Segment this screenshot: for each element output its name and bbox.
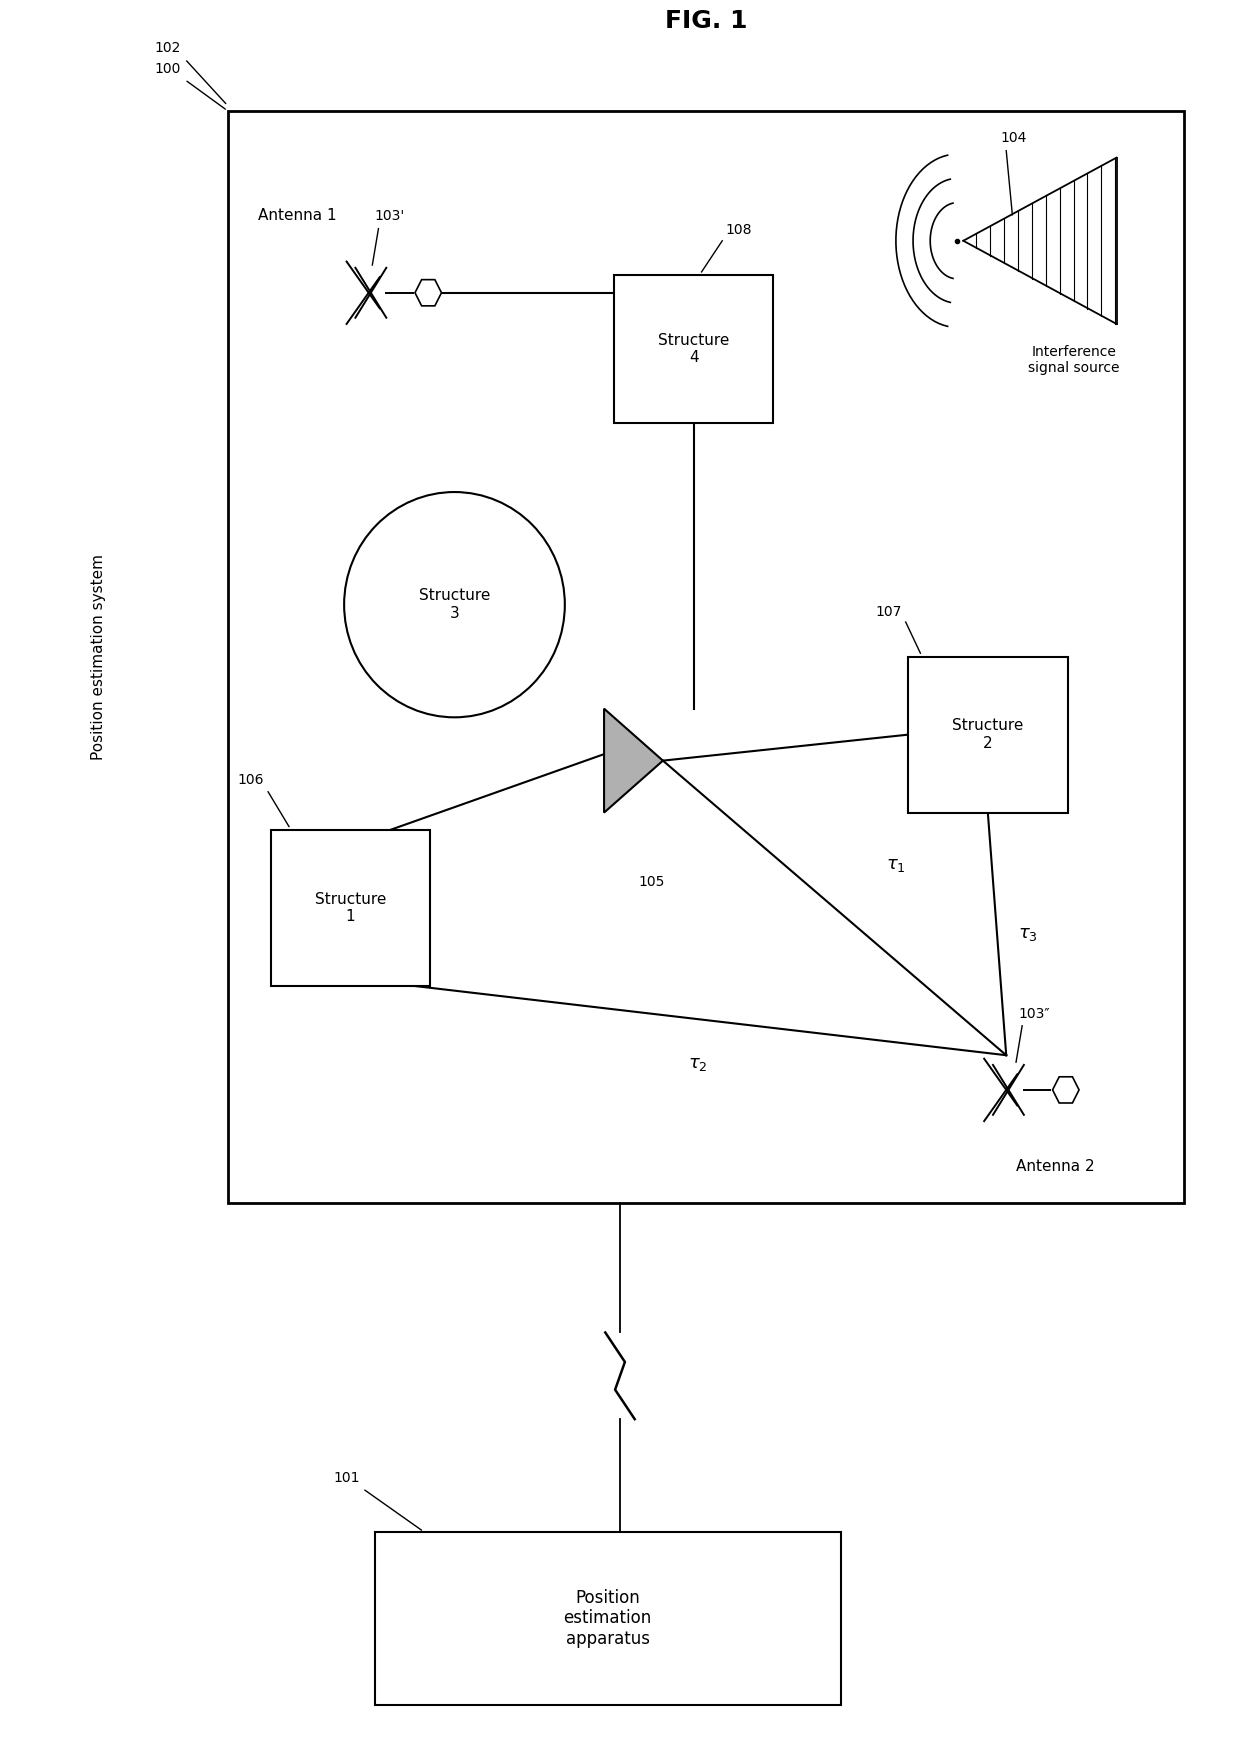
Polygon shape bbox=[604, 709, 663, 813]
Text: Antenna 1: Antenna 1 bbox=[258, 208, 337, 224]
Text: Antenna 2: Antenna 2 bbox=[1016, 1159, 1095, 1175]
Text: 101: 101 bbox=[334, 1471, 360, 1485]
Bar bbox=[614, 275, 774, 423]
Text: Structure
4: Structure 4 bbox=[658, 333, 729, 365]
Text: $\tau_1$: $\tau_1$ bbox=[887, 856, 905, 873]
Text: 105: 105 bbox=[639, 875, 665, 889]
Text: $\tau_3$: $\tau_3$ bbox=[1018, 924, 1038, 944]
Text: 100: 100 bbox=[155, 62, 181, 76]
Text: Structure
3: Structure 3 bbox=[419, 589, 490, 621]
Text: 104: 104 bbox=[1001, 132, 1027, 145]
Bar bbox=[908, 656, 1068, 813]
Polygon shape bbox=[415, 280, 441, 305]
Text: Structure
2: Structure 2 bbox=[952, 718, 1023, 751]
Text: 108: 108 bbox=[725, 224, 751, 238]
Text: Position
estimation
apparatus: Position estimation apparatus bbox=[564, 1589, 652, 1648]
Bar bbox=[228, 111, 1184, 1203]
Bar bbox=[374, 1531, 841, 1706]
Text: Interference
signal source: Interference signal source bbox=[1028, 344, 1120, 376]
Text: 103″: 103″ bbox=[1018, 1007, 1050, 1021]
Bar bbox=[270, 829, 430, 986]
Ellipse shape bbox=[345, 492, 565, 718]
Text: FIG. 1: FIG. 1 bbox=[665, 9, 746, 34]
Text: 102: 102 bbox=[155, 41, 181, 55]
Text: $\tau_2$: $\tau_2$ bbox=[688, 1055, 708, 1073]
Text: Structure
1: Structure 1 bbox=[315, 893, 386, 924]
Text: 103': 103' bbox=[374, 210, 405, 224]
Polygon shape bbox=[1053, 1076, 1079, 1102]
Text: 107: 107 bbox=[875, 605, 901, 619]
Text: 106: 106 bbox=[238, 773, 264, 787]
Text: Position estimation system: Position estimation system bbox=[92, 554, 107, 760]
